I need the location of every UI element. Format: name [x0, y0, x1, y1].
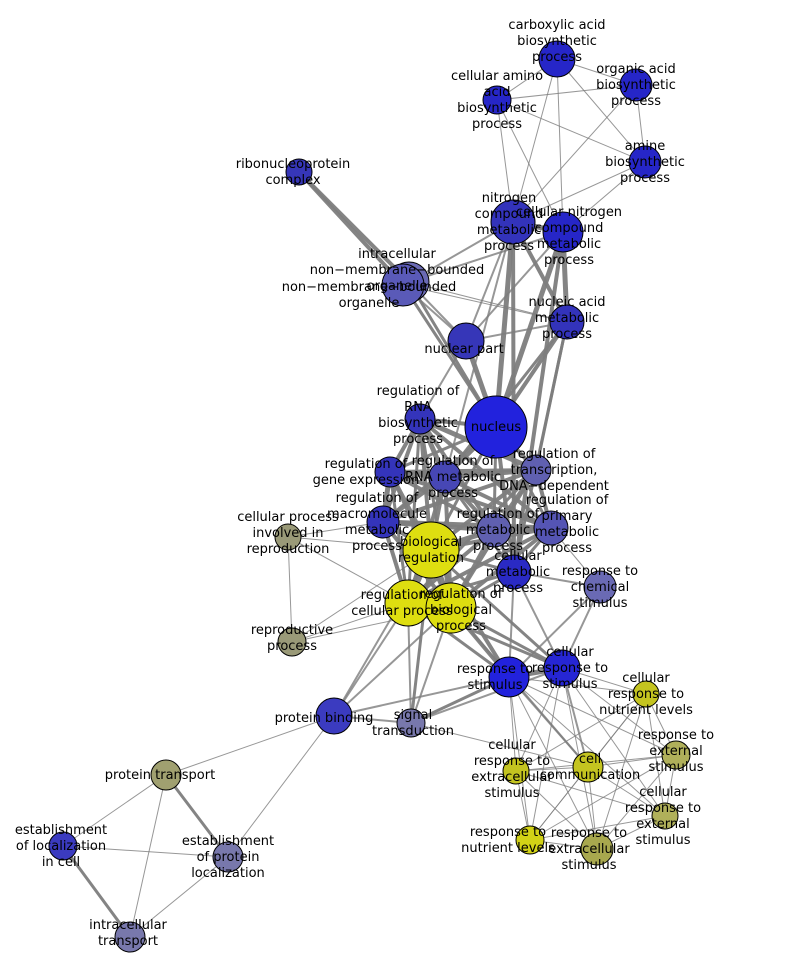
graph-node[interactable]	[366, 505, 400, 539]
graph-edge	[408, 231, 564, 283]
graph-node[interactable]	[549, 304, 585, 340]
graph-edge	[62, 774, 167, 847]
graph-edge	[508, 676, 677, 756]
graph-node[interactable]	[520, 454, 552, 486]
graph-node[interactable]	[402, 521, 460, 579]
graph-node[interactable]	[496, 554, 532, 590]
graph-edge	[515, 770, 598, 850]
graph-node[interactable]	[212, 841, 244, 873]
graph-node[interactable]	[533, 510, 569, 546]
graph-edge	[496, 99, 646, 163]
graph-edge	[410, 667, 563, 724]
graph-node[interactable]	[628, 145, 662, 179]
graph-edge	[388, 468, 538, 474]
node-layer[interactable]	[48, 40, 691, 953]
graph-node[interactable]	[277, 627, 307, 657]
graph-node[interactable]	[661, 740, 691, 770]
graph-edge	[508, 586, 601, 678]
graph-edge	[596, 693, 647, 850]
graph-node[interactable]	[651, 802, 679, 830]
graph-edge	[512, 58, 558, 223]
graph-edge	[515, 770, 666, 817]
graph-edge	[129, 774, 167, 938]
graph-node[interactable]	[632, 680, 660, 708]
graph-node[interactable]	[538, 40, 576, 78]
graph-node[interactable]	[542, 211, 584, 253]
graph-node[interactable]	[274, 523, 302, 551]
graph-edge	[561, 667, 677, 756]
graph-edge	[508, 676, 666, 817]
graph-node[interactable]	[374, 456, 406, 488]
graph-node[interactable]	[447, 322, 485, 360]
graph-edge	[227, 715, 335, 858]
graph-edge	[164, 773, 230, 859]
graph-edge	[529, 667, 563, 841]
graph-node[interactable]	[515, 825, 545, 855]
graph-edge	[410, 722, 589, 768]
graph-node[interactable]	[502, 757, 530, 785]
graph-node[interactable]	[543, 649, 581, 687]
graph-edge	[287, 536, 293, 643]
graph-node[interactable]	[285, 158, 313, 186]
graph-edge	[493, 219, 516, 430]
graph-edge	[333, 549, 432, 717]
graph-edge	[406, 526, 553, 605]
graph-edge	[388, 470, 496, 532]
graph-edge	[512, 84, 637, 223]
graph-node[interactable]	[384, 579, 432, 627]
graph-node[interactable]	[580, 832, 614, 866]
graph-edge	[333, 676, 510, 717]
graph-edge	[508, 676, 598, 850]
graph-edge	[561, 667, 666, 817]
graph-node[interactable]	[488, 656, 530, 698]
graph-node[interactable]	[572, 751, 604, 783]
graph-edge	[297, 170, 405, 287]
graph-edge	[408, 281, 568, 323]
graph-edge	[443, 475, 553, 530]
graph-node[interactable]	[476, 512, 512, 548]
graph-node[interactable]	[619, 68, 653, 102]
graph-edge	[333, 607, 452, 717]
graph-edge	[429, 548, 564, 670]
graph-edge	[496, 99, 564, 233]
graph-node[interactable]	[381, 263, 425, 307]
graph-edge	[380, 519, 554, 531]
graph-node[interactable]	[315, 697, 353, 735]
graph-edge	[515, 667, 563, 772]
graph-edge	[596, 754, 677, 850]
graph-node[interactable]	[425, 582, 477, 634]
graph-edge	[556, 58, 564, 233]
graph-node-label: non−membrane−bounded organelle	[282, 280, 457, 311]
graph-edge	[511, 220, 516, 574]
graph-edge	[129, 856, 229, 938]
graph-edge	[165, 715, 335, 776]
graph-node[interactable]	[464, 395, 528, 459]
graph-node[interactable]	[490, 199, 536, 245]
graph-node[interactable]	[583, 570, 617, 604]
graph-node[interactable]	[114, 921, 146, 953]
graph-edge	[62, 845, 229, 858]
graph-edge	[61, 844, 132, 939]
graph-edge	[529, 815, 666, 841]
graph-edge	[465, 231, 564, 342]
graph-edge	[512, 161, 646, 223]
graph-edge	[388, 470, 553, 530]
graph-edge	[645, 693, 666, 817]
graph-edge	[515, 693, 647, 772]
edge-layer	[61, 58, 677, 939]
graph-node[interactable]	[48, 831, 78, 861]
graph-edge	[556, 58, 646, 163]
graph-node[interactable]	[482, 85, 512, 115]
graph-edge	[529, 766, 589, 841]
graph-edge	[402, 284, 568, 323]
graph-node[interactable]	[404, 403, 436, 435]
graph-node[interactable]	[396, 708, 426, 738]
graph-node[interactable]	[428, 460, 462, 494]
graph-edge	[496, 84, 637, 101]
graph-node[interactable]	[150, 759, 182, 791]
